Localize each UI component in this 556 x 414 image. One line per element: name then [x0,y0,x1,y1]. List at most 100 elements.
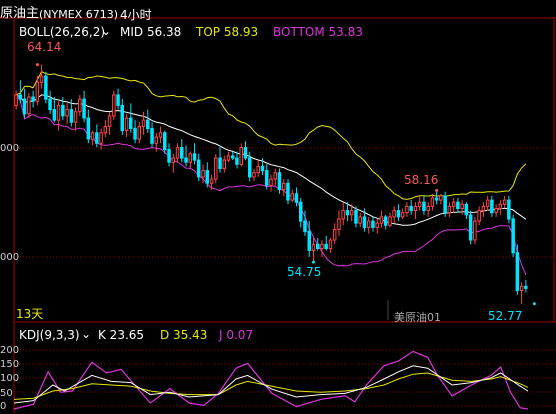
candle [99,132,103,144]
candle [451,201,456,207]
candle [260,165,265,172]
candle [277,172,282,190]
candle [422,201,426,212]
candle [154,136,158,144]
candle [269,178,273,186]
chevron-down-icon[interactable]: ⌄ [101,24,112,38]
candle [167,149,171,163]
candle [294,193,299,203]
candle [345,210,350,216]
candle [434,197,439,201]
candle [502,199,507,205]
candle [507,199,511,220]
period-label[interactable]: 4小时 [120,8,152,22]
candle [473,220,477,241]
candle [349,210,354,216]
candle [146,119,150,129]
annotation-marker [311,260,315,264]
candle [409,205,413,212]
candle [481,205,486,212]
boll-top-value: TOP 58.93 [196,25,259,39]
candle [188,153,192,163]
candle [175,147,180,159]
candle [290,193,294,201]
candle [124,117,129,132]
candle [31,96,35,102]
candle [35,81,40,102]
annotation-low2-label: 52.77 [488,309,523,323]
candle [379,216,384,224]
candle [95,132,99,144]
candle [430,197,435,207]
kdj-k-value: K 23.65 [98,328,145,342]
candle [324,243,328,250]
candle [460,203,464,210]
candle [256,165,260,174]
candle [388,216,392,226]
kdj-d-value: D 35.43 [160,328,208,342]
bottom-left-label: 13天 [16,307,44,321]
candle [392,210,396,218]
candle [464,203,469,216]
candle [201,170,205,178]
candle [328,239,333,250]
boll-legend-name[interactable]: BOLL(26,26,2) [19,25,106,39]
candle [252,172,256,178]
candle [56,104,61,121]
candle [239,147,243,165]
candle [209,178,214,184]
candle [107,115,112,127]
candle [39,75,44,83]
watermark: 美原油01 [394,311,441,324]
candle [73,111,78,123]
annotation-marker [435,188,439,192]
candle [405,205,409,214]
candle [82,98,86,119]
candle [192,153,197,161]
candle [498,203,503,210]
candle [307,231,311,252]
candle [231,155,235,159]
candle [243,147,248,159]
candle [371,220,375,228]
kdj-legend-name[interactable]: KDJ(9,3,3) [19,328,80,342]
boll-bottom-value: BOTTOM 53.83 [273,25,363,39]
candle [524,285,528,289]
candle [511,218,515,254]
boll-mid-value: MID 56.38 [120,25,182,39]
candle [235,157,239,165]
price-axis-label-lower: 000 [0,252,20,263]
candle [158,132,163,138]
candle [358,216,362,224]
candle [282,182,286,191]
candle [218,157,222,169]
candle [141,119,146,127]
candle [65,109,69,117]
instrument-symbol: (NYMEX 6713) [39,8,118,21]
candle [222,159,226,170]
candle [396,210,401,218]
candle [197,159,201,178]
candle [286,182,290,201]
candle [69,109,74,123]
candle [439,195,443,201]
candle [137,126,141,140]
candle [341,210,345,220]
candle [48,98,52,111]
candle [447,205,452,214]
kdj-axis-label-100: 100 [0,373,20,384]
candle [44,75,48,100]
annotation-marker [35,63,39,67]
kdj-j-value: J 0.07 [219,328,254,342]
candle [320,243,324,250]
candle [214,157,218,180]
candle [366,220,371,228]
kdj-axis-label-200: 200 [0,345,20,356]
candle [205,170,209,184]
kdj-j-line [13,350,529,410]
candle [354,210,358,224]
annotation-marker [532,302,536,306]
chevron-down-icon[interactable]: ⌄ [81,327,92,341]
candle [494,208,498,214]
